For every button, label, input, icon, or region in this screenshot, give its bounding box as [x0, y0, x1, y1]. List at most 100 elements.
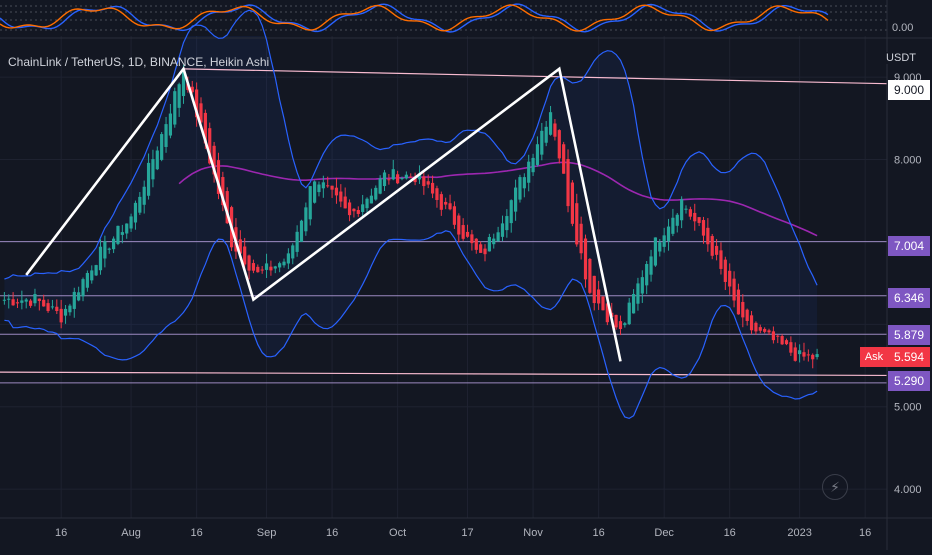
candle-body: [68, 305, 72, 313]
candle-body: [583, 238, 588, 280]
candle-body: [295, 231, 299, 252]
candle-body: [758, 327, 762, 331]
candle-body: [811, 354, 815, 360]
candle-body: [457, 215, 461, 235]
candle-body: [177, 84, 181, 108]
currency-label[interactable]: USDT: [882, 52, 920, 64]
lightning-icon[interactable]: ⚡︎: [822, 474, 848, 500]
candle-body: [531, 157, 535, 173]
candle-body: [465, 231, 470, 237]
bollinger-fill: [4, 10, 818, 419]
candle-body: [579, 223, 583, 254]
bollinger-upper: [4, 9, 818, 286]
candle-body: [527, 161, 531, 183]
time-tick-label: 16: [592, 527, 604, 539]
candle-body: [225, 191, 229, 224]
candle-body: [173, 91, 177, 125]
candle-body: [404, 174, 408, 179]
candle-body: [278, 263, 282, 268]
candle-body: [55, 306, 59, 312]
candle-body: [535, 144, 540, 166]
candle-body: [688, 209, 692, 217]
time-tick-label: Dec: [654, 527, 674, 539]
candle-body: [588, 258, 592, 293]
candle-body: [374, 187, 378, 200]
candle-body: [269, 266, 273, 271]
candle-body: [321, 182, 325, 189]
candle-body: [164, 124, 168, 147]
candle-body: [680, 199, 684, 221]
candle-body: [112, 238, 116, 250]
candle-body: [540, 130, 544, 155]
symbol-title[interactable]: ChainLink / TetherUS, 1D, BINANCE, Heiki…: [8, 55, 270, 69]
candle-body: [308, 186, 312, 220]
candle-body: [417, 173, 422, 180]
candle-body: [623, 323, 627, 326]
candle-body: [343, 196, 347, 209]
candle-body: [710, 236, 714, 256]
candle-body: [251, 263, 256, 271]
candle-body: [479, 244, 483, 253]
candle-body: [11, 299, 15, 306]
candle-body: [190, 86, 194, 93]
candle-body: [784, 340, 789, 345]
candle-body: [33, 293, 37, 304]
candle-body: [592, 275, 596, 304]
candle-body: [400, 178, 404, 180]
price-badge-5594: 5.594: [888, 347, 930, 367]
candle-body: [636, 283, 640, 304]
candle-body: [452, 206, 457, 225]
candle-body: [597, 289, 601, 304]
candle-body: [444, 201, 448, 205]
candle-body: [42, 299, 46, 307]
candle-body: [645, 264, 649, 286]
candle-body: [203, 112, 207, 144]
candle-body: [238, 239, 242, 254]
candle-body: [413, 176, 417, 183]
candle-body: [719, 250, 723, 269]
candle-body: [767, 330, 771, 333]
candle-body: [706, 227, 710, 245]
candle-body: [557, 130, 561, 159]
time-axis: 16 Aug 16 Sep 16 Oct 17 Nov 16 Dec 16 2023 16: [0, 517, 932, 539]
candle-body: [155, 150, 159, 170]
candle-body: [509, 200, 513, 224]
candle-body: [382, 172, 387, 187]
candle-body: [605, 303, 609, 323]
price-badge-5879: 5.879: [888, 325, 930, 345]
candle-body: [138, 196, 142, 213]
candle-body: [378, 178, 382, 194]
zigzag-line: [25, 65, 622, 362]
candle-body: [256, 266, 260, 273]
time-tick-label: 17: [461, 527, 473, 539]
candle-body: [90, 270, 94, 281]
candle-body: [470, 234, 474, 244]
candle-body: [518, 177, 522, 200]
candle-body: [601, 296, 605, 311]
candle-body: [723, 259, 727, 282]
time-tick-label: 16: [191, 527, 203, 539]
candle-body: [77, 292, 81, 301]
candle-body: [789, 342, 793, 353]
zigzag-pattern: [25, 65, 622, 362]
oscillator-zero-label: 0.00: [892, 22, 914, 34]
candle-body: [496, 232, 500, 242]
candle-body: [365, 198, 369, 209]
trend-line: [0, 68, 888, 377]
candle-body: [125, 223, 129, 234]
bollinger-bands: [4, 9, 818, 420]
price-badge-6346: 6.346: [888, 288, 930, 308]
candle-body: [2, 299, 6, 301]
candle-body: [24, 299, 28, 302]
candle-body: [72, 291, 76, 309]
candle-body: [728, 270, 732, 287]
candle-body: [216, 160, 221, 194]
candle-body: [732, 278, 736, 301]
candle-body: [282, 261, 286, 266]
candle-body: [697, 217, 701, 223]
time-tick-label: 16: [326, 527, 338, 539]
candle-body: [7, 298, 11, 300]
candle-body: [448, 203, 452, 210]
